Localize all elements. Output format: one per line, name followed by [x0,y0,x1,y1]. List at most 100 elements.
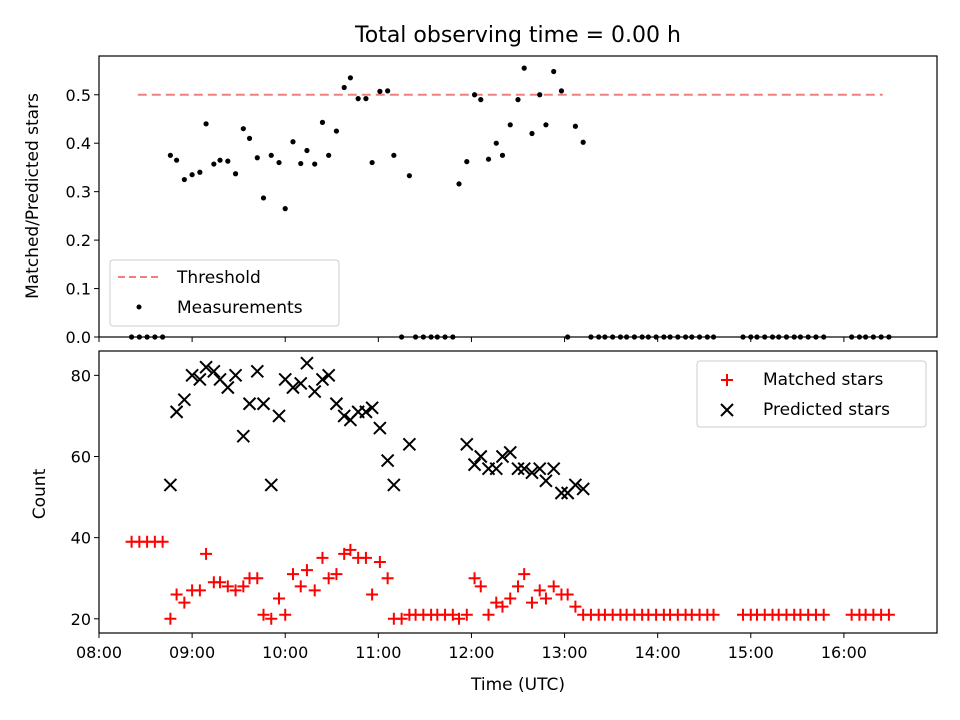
top-y-axis-label: Matched/Predicted stars [23,93,43,299]
data-point [193,372,207,387]
data-point [391,152,397,158]
data-point [163,478,178,492]
legend-matched-label: Matched stars [763,370,883,390]
data-point [446,608,459,621]
data-point [499,152,506,158]
data-point [286,380,300,395]
data-point [539,592,552,605]
data-point [199,360,213,374]
data-point [298,160,304,167]
data-point [496,600,509,613]
top-axes-frame [98,55,938,338]
data-point [377,88,383,94]
data-point [385,88,391,94]
data-point [817,608,830,621]
data-point [482,608,495,621]
bottom-y-axis-label: Count [30,468,50,519]
data-point [503,445,517,460]
data-point [471,92,478,98]
data-point [515,97,521,103]
data-point [363,96,369,102]
data-point [300,564,313,577]
data-point [507,122,513,128]
data-point [240,126,246,132]
data-point [533,461,547,476]
bottom-legend-box [696,360,927,428]
bottom-ytick-label: 80 [71,366,91,385]
data-point [493,140,499,146]
data-point [294,376,308,391]
data-point [229,584,242,597]
data-point [338,547,351,560]
data-point [504,592,517,605]
bottom-plot-area: 20 40 60 80 08:00 09:00 10:00 11:00 12:00 13:00 14… [71,350,938,662]
data-point [316,551,329,564]
data-point [173,157,180,163]
data-point [221,380,235,395]
data-point [282,206,288,212]
data-point [315,372,330,387]
data-point [525,596,538,609]
top-plot-area: 0.0 0.1 0.2 0.3 0.4 0.5 [66,55,938,347]
legend-predicted-swatch [720,403,734,417]
data-point [236,429,251,443]
bottom-legend: Matched stars Predicted stars [696,360,927,428]
data-point [359,551,372,564]
top-ytick-label: 0.1 [66,280,91,299]
bottom-ytick-label: 40 [71,529,91,548]
bottom-ytick-label: 20 [71,610,91,629]
data-point [467,457,482,472]
data-point [286,568,299,581]
data-point [365,401,379,415]
xtick-label: 12:00 [448,643,494,662]
data-point [460,608,473,621]
data-point [474,580,487,593]
data-point [272,409,286,423]
data-point [200,547,213,560]
data-point [211,161,217,167]
xtick-label: 16:00 [821,643,867,662]
data-point [381,572,394,585]
bottom-ytick-label: 60 [71,447,91,466]
data-point [369,159,375,166]
data-point [207,364,221,378]
data-point [512,580,524,593]
xtick-label: 09:00 [169,643,215,662]
data-point [882,608,895,621]
xtick-label: 08:00 [76,643,122,662]
data-point [321,368,336,383]
data-point [554,486,569,500]
data-point [307,384,322,399]
data-point [525,466,539,480]
data-point [330,568,343,581]
data-point [521,65,527,71]
data-point [156,535,169,548]
xtick-label: 14:00 [635,643,681,662]
top-legend-box [109,259,340,327]
data-point [203,121,209,127]
data-point [490,596,503,609]
data-point [406,173,412,179]
data-point [189,172,195,178]
legend-measurements-swatch [136,304,142,310]
data-point [453,612,466,625]
data-point [355,96,361,102]
data-point [221,580,234,593]
data-point [290,139,296,145]
data-point [279,608,292,621]
data-point [256,397,271,411]
x-axis-label: Time (UTC) [470,675,565,695]
data-point [276,159,282,166]
data-point [264,478,278,492]
data-point [260,195,267,201]
data-point [217,157,223,163]
data-point [169,405,184,419]
data-point [533,584,546,597]
data-point [178,596,191,609]
data-point [561,588,574,601]
top-ytick-label: 0.3 [66,183,91,202]
data-point [246,135,253,141]
series-predicted-stars [163,356,590,500]
data-point [185,368,199,383]
